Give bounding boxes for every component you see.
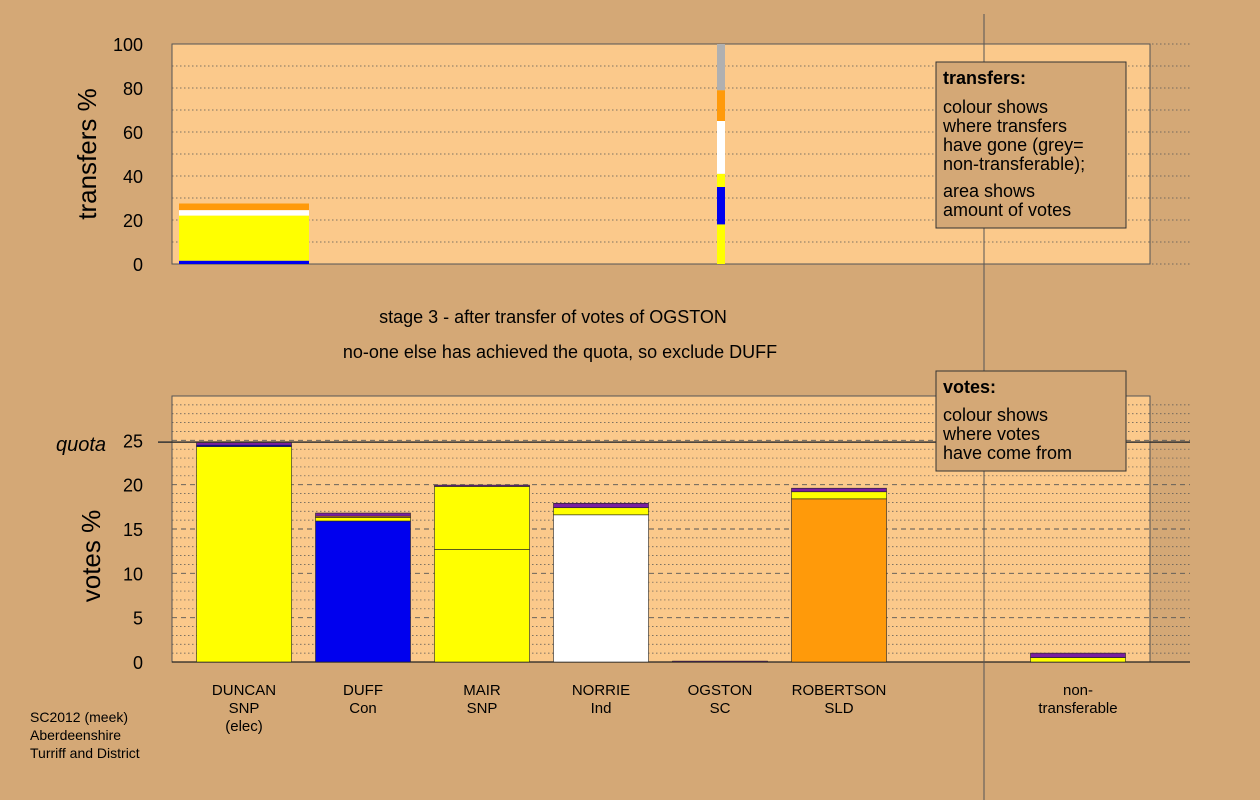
quota-label: quota [56,434,106,456]
transfer-segment [717,187,725,225]
vote-bar-norrie [553,502,649,663]
y-tick-label: 40 [123,167,143,187]
vote-bar-duncan [196,441,292,663]
category-label: SLD [824,700,853,717]
category-label: MAIR [463,682,501,699]
vote-segment [434,549,530,663]
transfer-segment [179,260,309,264]
vote-segment [553,507,649,516]
vote-segment [791,491,887,500]
category-label: (elec) [225,718,263,735]
y-tick-label: 100 [113,35,143,55]
y-tick-label: 25 [123,431,143,451]
category-label: transferable [1038,700,1117,717]
vote-segment [434,486,530,550]
transfers-legend-line: amount of votes [943,200,1071,220]
y-tick-label: 5 [133,609,143,629]
category-label: SNP [467,700,498,717]
y-tick-label: 15 [123,520,143,540]
category-label: non- [1063,682,1093,699]
transfers-bars [179,44,725,264]
transfers-y-axis-label: transfers % [72,88,102,220]
vote-bar-mair [434,484,530,663]
transfer-segment [717,121,725,174]
footer-line: Aberdeenshire [30,727,121,743]
vote-segment [1030,657,1126,663]
vote-segment [315,520,411,663]
votes-category-labels: DUNCANSNP(elec)DUFFConMAIRSNPNORRIEIndOG… [212,682,1118,735]
footer-line: SC2012 (meek) [30,709,128,725]
y-tick-label: 20 [123,211,143,231]
transfer-segment [717,44,725,91]
vote-segment [791,487,887,493]
transfer-segment [717,224,725,264]
transfers-legend-line: non-transferable); [943,154,1085,174]
vote-segment [553,514,649,663]
vote-segment [1030,652,1126,658]
category-label: SNP [229,700,260,717]
category-label: DUFF [343,682,383,699]
vote-bar-ogston [672,660,768,663]
votes-legend-title: votes: [943,377,996,397]
transfer-segment [179,210,309,216]
transfer-bar-ogston [717,44,725,264]
transfers-legend-line: area shows [943,181,1035,201]
transfer-bar-duncan [179,203,309,264]
votes-legend-line: colour shows [943,405,1048,425]
votes-y-axis-label: votes % [76,510,106,603]
votes-bars [196,441,1126,663]
vote-segment [315,517,411,522]
y-tick-label: 20 [123,476,143,496]
vote-bar-duff [315,512,411,663]
category-label: Con [349,700,377,717]
transfers-legend-title: transfers: [943,68,1026,88]
category-label: SC [710,700,731,717]
transfer-segment [179,203,309,211]
y-tick-label: 0 [133,255,143,275]
vote-segment [434,484,530,487]
y-tick-label: 60 [123,123,143,143]
votes-legend-line: where votes [942,424,1040,444]
stage-message: stage 3 - after transfer of votes of OGS… [379,307,727,327]
transfers-legend-line: have gone (grey= [943,135,1084,155]
votes-y-ticks: 0 5 10 15 20 25 [123,431,143,673]
y-tick-label: 80 [123,79,143,99]
category-label: ROBERTSON [792,682,887,699]
y-tick-label: 0 [133,653,143,673]
transfer-segment [717,90,725,121]
vote-segment [553,502,649,509]
votes-legend-line: have come from [943,443,1072,463]
transfers-legend-line: colour shows [943,97,1048,117]
category-label: Ind [591,700,612,717]
category-label: OGSTON [688,682,753,699]
votes-legend: votes: colour shows where votes have com… [935,370,1127,472]
transfers-y-ticks: 0 20 40 60 80 100 [113,35,143,275]
vote-segment [672,660,768,663]
footer-line: Turriff and District [30,745,140,761]
category-label: DUNCAN [212,682,276,699]
transfer-segment [717,173,725,187]
vote-segment [315,512,411,517]
category-label: NORRIE [572,682,630,699]
y-tick-label: 10 [123,564,143,584]
transfer-segment [179,215,309,261]
transfers-legend-line: where transfers [942,116,1067,136]
vote-segment [791,498,887,663]
transfers-legend: transfers: colour shows where transfers … [935,61,1127,229]
action-message: no-one else has achieved the quota, so e… [343,342,777,362]
vote-segment [196,446,292,663]
vote-bar-non-transferable [1030,652,1126,663]
vote-bar-robertson [791,487,887,663]
